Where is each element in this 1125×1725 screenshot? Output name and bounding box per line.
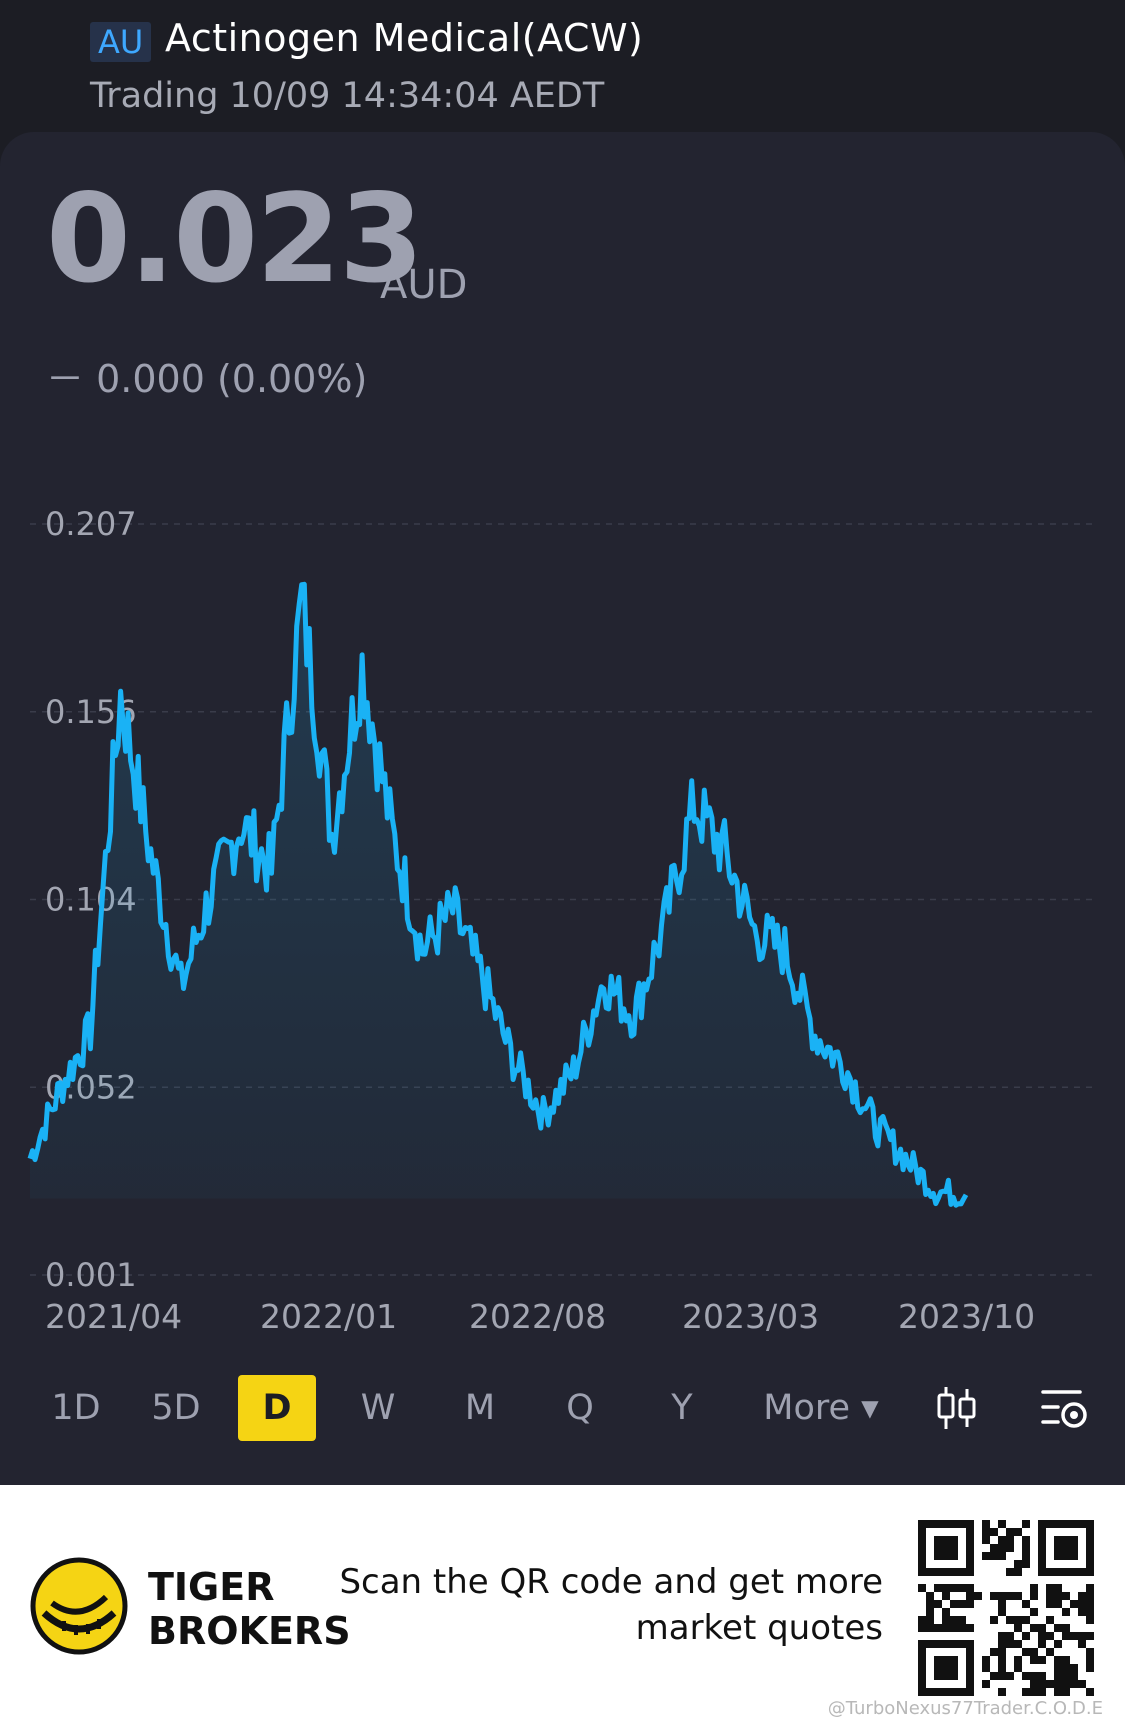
tab-1d[interactable]: 1D xyxy=(51,1388,101,1428)
price-change: － 0.000 (0.00%) xyxy=(46,357,368,401)
price-area xyxy=(30,584,966,1206)
tab-d[interactable]: D xyxy=(238,1375,316,1441)
candlestick-icon[interactable] xyxy=(935,1383,979,1433)
stock-title: Actinogen Medical(ACW) xyxy=(165,16,644,60)
brand-line1: TIGER xyxy=(148,1565,275,1609)
x-tick-label: 2021/04 xyxy=(45,1297,182,1336)
x-tick-label: 2023/03 xyxy=(682,1297,819,1336)
tab-w[interactable]: W xyxy=(360,1388,396,1428)
y-tick-label: 0.001 xyxy=(45,1256,137,1294)
period-tabs: 1D 5D D W M Q Y More ▾ xyxy=(0,1375,1125,1445)
tab-y[interactable]: Y xyxy=(671,1388,693,1428)
indicator-settings-icon[interactable] xyxy=(1040,1383,1090,1433)
x-tick-label: 2023/10 xyxy=(898,1297,1035,1336)
market-badge: AU xyxy=(90,22,152,62)
promo-footer: TIGER BROKERS Scan the QR code and get m… xyxy=(0,1485,1125,1725)
x-tick-label: 2022/08 xyxy=(469,1297,606,1336)
tab-5d[interactable]: 5D xyxy=(151,1388,201,1428)
tab-m[interactable]: M xyxy=(464,1388,496,1428)
promo-text: Scan the QR code and get more market quo… xyxy=(339,1562,883,1648)
trading-status: Trading 10/09 14:34:04 AEDT xyxy=(90,76,605,116)
y-tick-label: 0.207 xyxy=(45,505,137,543)
tiger-logo xyxy=(30,1557,128,1655)
x-tick-label: 2022/01 xyxy=(260,1297,397,1336)
quote-card xyxy=(0,132,1125,1485)
tab-q[interactable]: Q xyxy=(566,1388,594,1428)
last-price: 0.023 xyxy=(46,168,424,310)
header: AU Actinogen Medical(ACW) Trading 10/09 … xyxy=(0,0,1125,135)
currency-label: AUD xyxy=(380,262,468,308)
watermark: @TurboNexus77Trader.C.O.D.E xyxy=(827,1698,1103,1719)
brand-line2: BROKERS xyxy=(148,1609,351,1653)
more-dropdown[interactable]: More ▾ xyxy=(763,1388,879,1428)
qr-code xyxy=(918,1520,1094,1696)
price-line xyxy=(27,581,969,1208)
brand-name: TIGER BROKERS xyxy=(148,1565,351,1653)
